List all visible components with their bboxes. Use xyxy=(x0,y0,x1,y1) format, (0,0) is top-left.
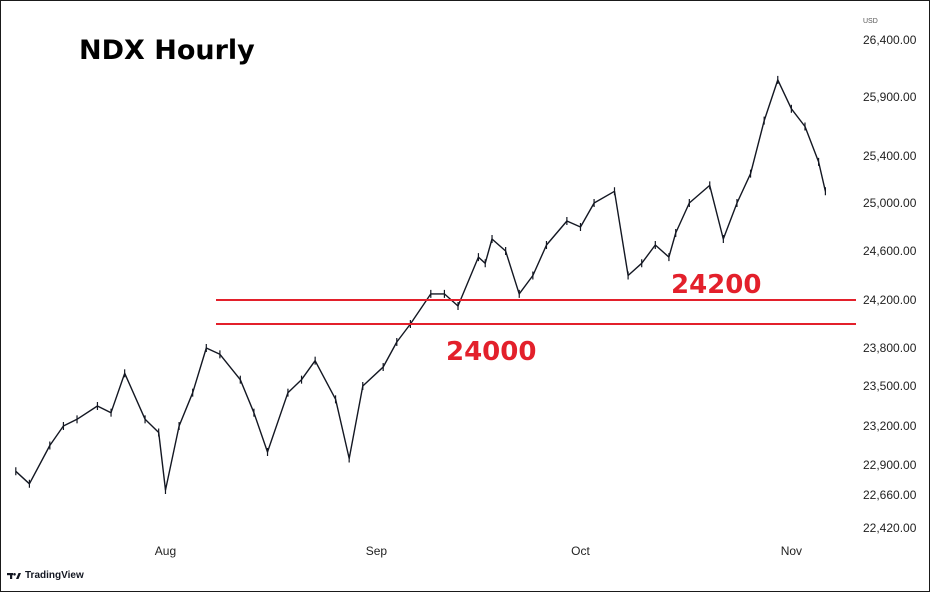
level-24200-label: 24200 xyxy=(671,270,761,300)
price-series-layer xyxy=(15,75,827,494)
y-tick-label: 23,500.00 xyxy=(863,379,917,393)
y-tick-label: 24,200.00 xyxy=(863,293,917,307)
y-tick-label: 23,200.00 xyxy=(863,419,917,433)
support-levels-layer: 24200 24000 xyxy=(216,270,856,367)
level-24000-label: 24000 xyxy=(446,337,536,367)
x-tick-label: Aug xyxy=(155,544,176,558)
chart-title: NDX Hourly xyxy=(79,35,255,66)
x-tick-label: Sep xyxy=(366,544,388,558)
y-tick-label: 22,660.00 xyxy=(863,488,917,502)
y-tick-label: 26,400.00 xyxy=(863,33,917,47)
tradingview-branding: TradingView xyxy=(7,570,84,581)
x-tick-label: Oct xyxy=(571,544,590,558)
x-axis: Aug Sep Oct Nov xyxy=(155,544,802,558)
y-tick-label: 23,800.00 xyxy=(863,341,917,355)
tradingview-brand-text: TradingView xyxy=(25,570,84,581)
y-tick-label: 24,600.00 xyxy=(863,244,917,258)
y-tick-label: 22,900.00 xyxy=(863,458,917,472)
y-tick-label: 25,000.00 xyxy=(863,196,917,210)
y-tick-label: 22,420.00 xyxy=(863,521,917,535)
x-tick-label: Nov xyxy=(781,544,802,558)
y-tick-label: 25,400.00 xyxy=(863,149,917,163)
y-axis-unit-label: USD xyxy=(863,18,878,25)
y-axis: 26,400.00 25,900.00 25,400.00 25,000.00 24,6… xyxy=(863,33,917,535)
y-tick-label: 25,900.00 xyxy=(863,90,917,104)
tradingview-logo-icon xyxy=(7,572,21,579)
